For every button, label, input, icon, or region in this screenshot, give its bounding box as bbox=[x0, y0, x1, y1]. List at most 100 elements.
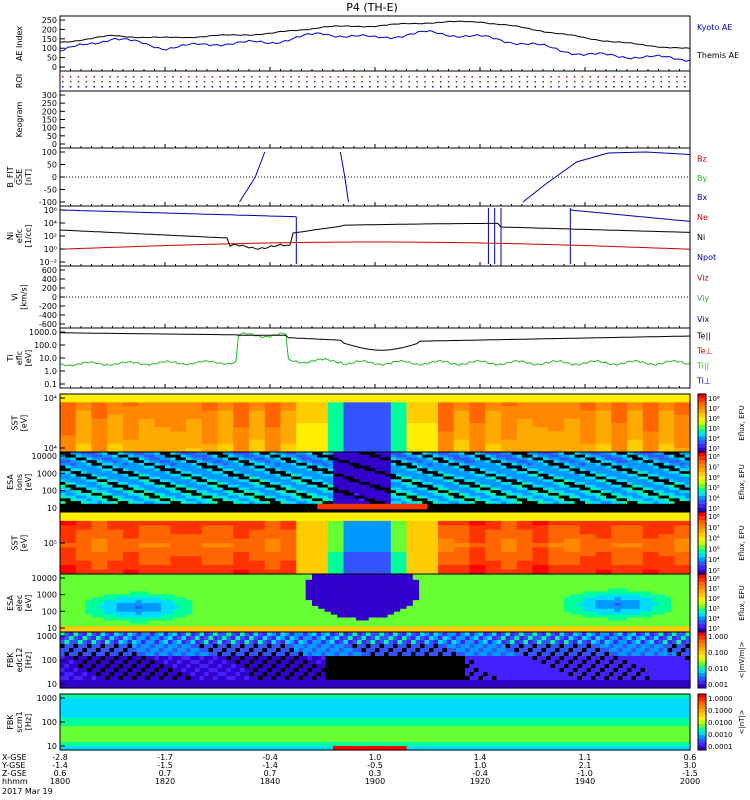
esa-ions-cell bbox=[306, 484, 313, 488]
sst-elec-cell bbox=[548, 551, 565, 557]
esa-ions-cell bbox=[574, 498, 581, 502]
esa-elec-cell bbox=[110, 603, 118, 607]
esa-elec-cell bbox=[97, 582, 105, 587]
esa-elec-cell bbox=[129, 588, 137, 592]
esa-ions-cell bbox=[243, 452, 250, 456]
esa-ions-cell bbox=[548, 476, 555, 480]
esa-elec-cell bbox=[173, 611, 181, 616]
esa-ions-cell bbox=[453, 473, 460, 478]
esa-ions-cell bbox=[254, 495, 261, 499]
esa-ions-cell bbox=[495, 479, 502, 483]
esa-ions-cell bbox=[228, 465, 234, 469]
sst-elec-cell bbox=[296, 569, 313, 575]
esa-ions-cell bbox=[133, 509, 140, 513]
esa-elec-cell bbox=[110, 574, 118, 578]
esa-ions-cell bbox=[417, 462, 423, 467]
esa-elec-cell bbox=[123, 576, 130, 581]
esa-elec-cell bbox=[97, 608, 105, 613]
sst-ions-cell bbox=[249, 427, 266, 432]
esa-ions-cell bbox=[348, 457, 355, 461]
sst-elec-cell bbox=[296, 525, 313, 531]
esa-ions-cell bbox=[411, 498, 418, 502]
esa-ions-cell bbox=[91, 454, 98, 458]
esa-ions-cell bbox=[333, 479, 339, 483]
esa-ions-cell bbox=[91, 501, 98, 505]
esa-ions-cell bbox=[448, 462, 455, 467]
esa-elec-cell bbox=[97, 620, 105, 624]
esa-ions-cell bbox=[616, 454, 623, 458]
roi-dot bbox=[345, 81, 347, 83]
esa-ions-cell bbox=[165, 452, 171, 456]
esa-ions-cell bbox=[317, 479, 324, 483]
esa-ions-cell bbox=[443, 457, 450, 461]
sst-elec-cell bbox=[375, 569, 392, 575]
sst-ions-cell bbox=[564, 410, 581, 416]
esa-elec-cell bbox=[192, 579, 200, 584]
esa-ions-cell bbox=[411, 484, 418, 488]
esa-ions-cell bbox=[306, 476, 313, 480]
ni-ytick-label: 10⁻² bbox=[39, 258, 57, 267]
esa-elec-cell bbox=[148, 617, 156, 621]
sst-ions-cell bbox=[280, 394, 297, 399]
esa-ions-cell bbox=[123, 503, 129, 508]
sst-ions-cell bbox=[579, 418, 597, 424]
esa-ions-cell bbox=[432, 476, 439, 480]
esa-ions-cell bbox=[212, 495, 219, 499]
esa-ions-cell bbox=[527, 490, 534, 494]
esa-ions-cell bbox=[569, 476, 576, 480]
ni-ylabel-1: eflc bbox=[15, 229, 24, 243]
esa-ions-cell bbox=[495, 460, 502, 464]
sst-elec-cell bbox=[123, 525, 140, 531]
esa-ions-cell bbox=[522, 471, 528, 475]
esa-elec-cell bbox=[167, 614, 174, 619]
sst-ions-cell bbox=[327, 418, 345, 424]
sst-ions-cell bbox=[343, 427, 360, 432]
roi-dot bbox=[432, 81, 434, 83]
sst-ions-cell bbox=[532, 394, 549, 399]
esa-ions-cell bbox=[170, 503, 177, 508]
sst-elec-cell bbox=[107, 560, 124, 566]
esa-elec-cell bbox=[129, 576, 137, 581]
sst-ions-cell bbox=[658, 406, 675, 412]
esa-ions-cell bbox=[632, 492, 639, 497]
esa-ions-cell bbox=[606, 462, 612, 467]
esa-ions-cell bbox=[642, 509, 649, 513]
esa-ions-cell bbox=[180, 495, 187, 499]
sst-ions-cell bbox=[406, 439, 423, 445]
esa-elec-cell bbox=[91, 617, 99, 621]
esa-ions-cell bbox=[159, 490, 166, 494]
esa-ions-cell bbox=[112, 460, 119, 464]
esa-elec-cell bbox=[192, 585, 200, 590]
sst-ions-cell bbox=[233, 435, 250, 441]
bfit-ytick-label: 0 bbox=[52, 173, 57, 182]
esa-ions-cell bbox=[359, 484, 366, 488]
esa-ions-cell bbox=[422, 471, 429, 475]
sst-elec-cell bbox=[516, 556, 534, 562]
esa-ions-cell bbox=[385, 498, 392, 502]
esa-elec-cell bbox=[186, 629, 193, 633]
esa-ions-cell bbox=[228, 471, 234, 475]
sst-ions-cell bbox=[627, 439, 644, 445]
esa-elec-cell bbox=[204, 605, 212, 610]
esa-ions-cell bbox=[159, 484, 166, 488]
sst-elec-cell bbox=[280, 565, 297, 571]
sst-elec-cell bbox=[343, 512, 360, 517]
esa-ions-cell bbox=[658, 490, 665, 494]
esa-ions-cell bbox=[411, 465, 418, 469]
esa-elec-cell bbox=[154, 629, 162, 633]
sst-ions-cell bbox=[579, 410, 597, 416]
esa-ions-cell bbox=[359, 476, 366, 480]
sst-elec-cell bbox=[280, 556, 297, 562]
esa-ions-cell bbox=[516, 503, 523, 508]
esa-ions-cell bbox=[201, 503, 208, 508]
esa-ions-cell bbox=[616, 479, 623, 483]
esa-elec-cell bbox=[129, 594, 137, 598]
sst-ions-cell bbox=[674, 427, 691, 432]
esa-ions-cell bbox=[574, 452, 581, 456]
sst-ions-cell bbox=[201, 406, 219, 412]
esa-ions-cell bbox=[75, 501, 82, 505]
esa-ions-cell bbox=[170, 495, 177, 499]
esa-ions-cell bbox=[516, 501, 523, 505]
esa-ions-cell bbox=[527, 476, 534, 480]
sst-elec-cell bbox=[516, 565, 534, 571]
